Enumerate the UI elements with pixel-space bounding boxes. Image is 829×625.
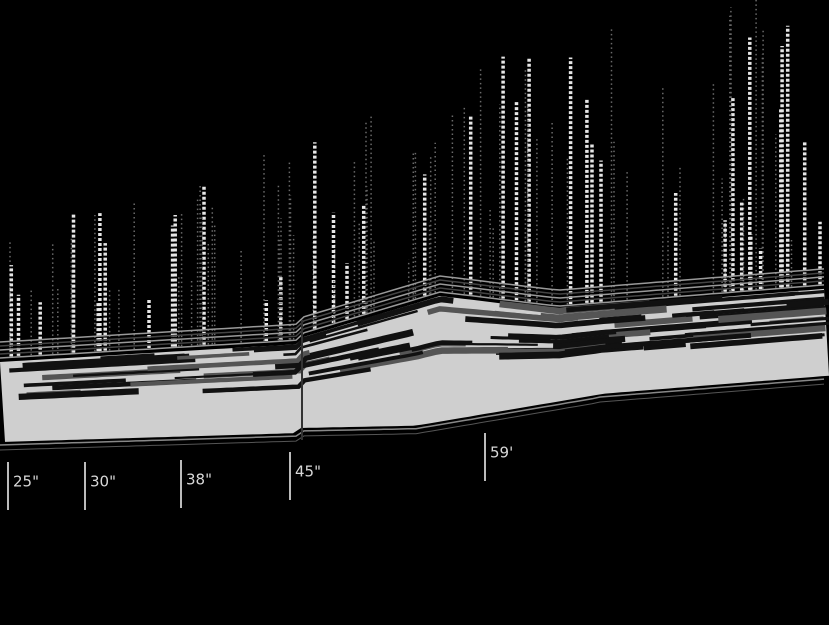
- stratum: [177, 352, 250, 360]
- depth-label: 25": [13, 473, 39, 491]
- stratum: [349, 342, 411, 361]
- stratum: [18, 388, 139, 401]
- depth-label: 38": [186, 471, 212, 489]
- stratum: [202, 367, 371, 394]
- layer-line: [0, 268, 825, 343]
- stratum: [566, 294, 723, 313]
- bottom-edge: [0, 378, 825, 446]
- stratum: [614, 293, 795, 311]
- stratum: [692, 296, 825, 312]
- stratum: [130, 374, 293, 387]
- stratum: [786, 298, 829, 309]
- stratum: [356, 296, 454, 327]
- stratum: [147, 350, 311, 372]
- stratum: [718, 307, 827, 323]
- stratum: [253, 332, 327, 353]
- stratum: [23, 378, 126, 388]
- depth-label: 45": [295, 463, 321, 481]
- stratum: [614, 315, 693, 328]
- stratum: [339, 346, 508, 374]
- stratum: [9, 357, 196, 373]
- stratum: [174, 365, 302, 380]
- stratum: [599, 314, 642, 324]
- echo-layer: [9, 0, 822, 357]
- stratum: [358, 340, 473, 361]
- stratum: [750, 316, 829, 327]
- depth-label: 30": [90, 473, 116, 491]
- stratum: [308, 350, 424, 376]
- layer-line: [0, 272, 825, 347]
- depth-label: 59': [490, 444, 513, 462]
- stratum: [73, 367, 200, 378]
- seabed-layer: [0, 268, 829, 451]
- layer-line: [0, 284, 825, 359]
- stratum: [100, 353, 155, 361]
- stratum: [643, 340, 686, 351]
- stratum: [508, 329, 617, 340]
- stratum: [494, 310, 639, 320]
- stratum: [564, 332, 752, 355]
- bottom-edge: [0, 383, 825, 451]
- stratum: [690, 332, 823, 350]
- stratum: [274, 328, 414, 370]
- stratum: [283, 328, 368, 357]
- stratum: [553, 335, 626, 350]
- stratum: [672, 310, 715, 318]
- stratum: [518, 334, 610, 344]
- depth-markers: 25" 30" 38" 45" 59': [7, 433, 513, 510]
- stratum: [684, 321, 829, 337]
- stratum: [22, 353, 185, 369]
- layer-line: [0, 276, 825, 351]
- layer-line: [0, 280, 825, 355]
- stratum: [309, 309, 418, 343]
- stratum: [411, 342, 538, 352]
